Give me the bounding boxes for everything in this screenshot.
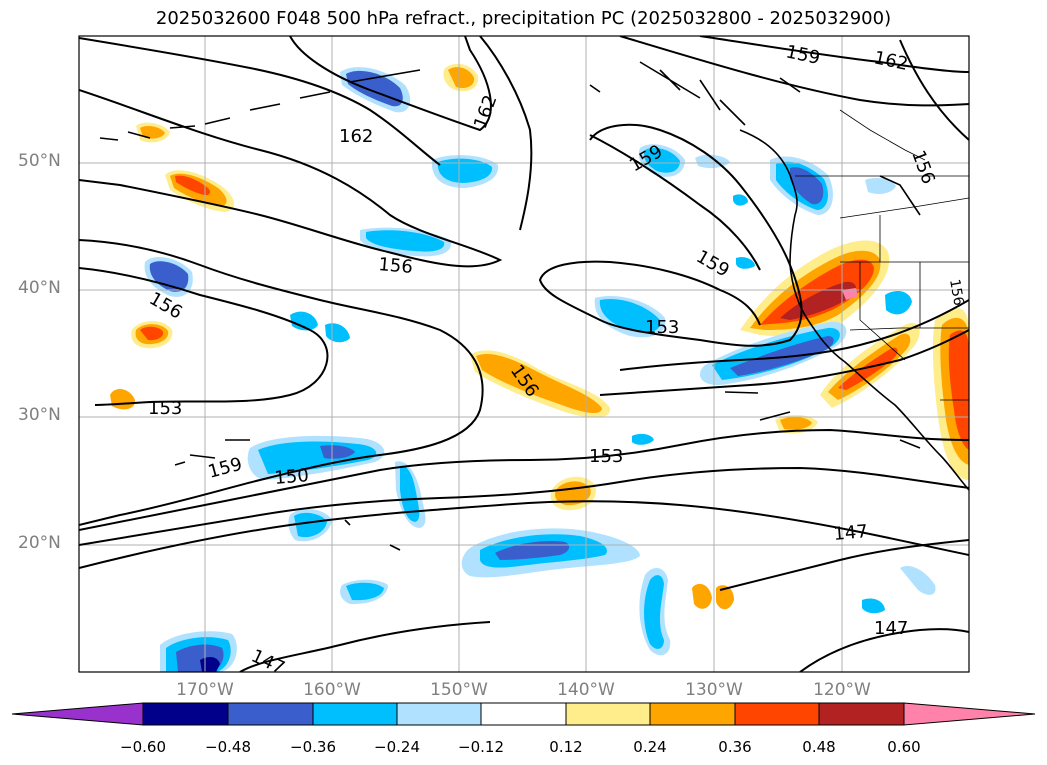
map-title: 2025032600 F048 500 hPa refract., precip…	[155, 8, 892, 29]
colorbar-under-arrow	[11, 702, 144, 726]
colorbar-tick-label: −0.24	[374, 738, 420, 756]
colorbar-tick-label: −0.12	[458, 738, 504, 756]
lon-label: 160°W	[303, 680, 361, 700]
plot-frame	[78, 35, 970, 673]
coastlines	[99, 61, 969, 551]
colorbar-tick-label: −0.48	[205, 738, 251, 756]
colorbar-over-arrow	[903, 702, 1036, 726]
colorbar-tick-label: −0.36	[290, 738, 336, 756]
contour-label: 162	[339, 126, 373, 147]
colorbar-tick-label: 0.60	[887, 738, 921, 756]
contour-label: 153	[645, 317, 679, 338]
contour-label: 153	[589, 446, 623, 467]
precip-patches	[110, 63, 969, 672]
colorbar	[11, 702, 1036, 726]
contour-label: 147	[833, 521, 869, 545]
plot-area: 159 162 162 162 159 156 156 159 156 156 …	[79, 36, 969, 672]
lon-label: 130°W	[685, 680, 743, 700]
contour-label: 147	[874, 618, 908, 639]
refractivity-contours	[79, 36, 969, 672]
colorbar-tick-label: 0.36	[718, 738, 752, 756]
lat-label: 40°N	[18, 278, 61, 298]
contour-label: 153	[148, 398, 182, 419]
lon-label: 140°W	[557, 680, 615, 700]
colorbar-tick-label: 0.48	[802, 738, 836, 756]
colorbar-tick-label: −0.60	[120, 738, 166, 756]
borders	[795, 109, 969, 401]
contour-label: 156	[378, 254, 414, 278]
contour-label: 150	[274, 465, 310, 489]
positive-precip-coast-3	[760, 259, 874, 325]
lon-label: 170°W	[176, 680, 234, 700]
positive-precip-coast-4	[780, 281, 856, 320]
lat-label: 20°N	[18, 533, 61, 553]
colorbar-tick-label: 0.24	[633, 738, 667, 756]
lon-label: 120°W	[813, 680, 871, 700]
contour-label: 156	[946, 278, 966, 307]
colorbar-tick-label: 0.12	[549, 738, 583, 756]
lat-label: 50°N	[18, 151, 61, 171]
lon-label: 150°W	[430, 680, 488, 700]
graticule	[79, 36, 969, 672]
lat-label: 30°N	[18, 405, 61, 425]
